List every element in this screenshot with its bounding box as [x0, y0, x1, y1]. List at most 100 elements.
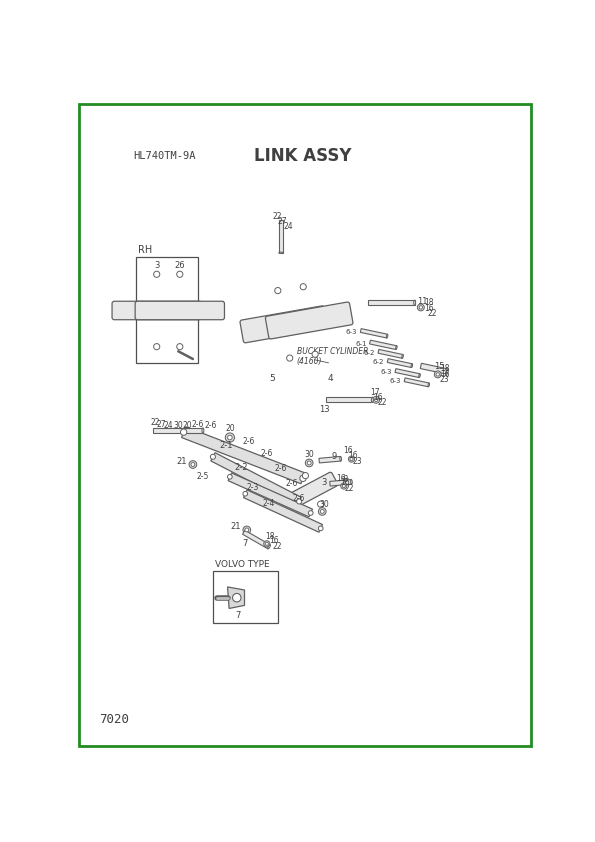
Polygon shape	[330, 480, 352, 486]
Circle shape	[297, 499, 302, 504]
Ellipse shape	[402, 354, 403, 359]
Text: 23: 23	[352, 457, 362, 466]
Text: 6-3: 6-3	[346, 329, 357, 335]
Circle shape	[243, 492, 248, 496]
Polygon shape	[319, 456, 341, 463]
Text: 8: 8	[343, 476, 348, 484]
Circle shape	[180, 429, 187, 435]
FancyBboxPatch shape	[135, 301, 224, 320]
Circle shape	[233, 594, 241, 602]
Circle shape	[349, 456, 355, 462]
FancyBboxPatch shape	[240, 306, 327, 343]
Polygon shape	[420, 363, 448, 374]
Circle shape	[341, 483, 347, 489]
Text: 2-3: 2-3	[247, 483, 259, 492]
Text: 22: 22	[273, 212, 283, 221]
Text: 18: 18	[424, 298, 433, 307]
Ellipse shape	[350, 480, 352, 484]
Circle shape	[177, 344, 183, 349]
Text: 16: 16	[424, 304, 433, 312]
Text: 3: 3	[321, 478, 327, 488]
Circle shape	[300, 475, 306, 482]
Circle shape	[226, 433, 234, 442]
Polygon shape	[243, 490, 322, 532]
Text: 7: 7	[243, 539, 248, 547]
Circle shape	[308, 510, 313, 515]
Text: 20: 20	[225, 424, 234, 433]
Circle shape	[302, 472, 309, 479]
Ellipse shape	[446, 369, 448, 374]
Text: 22: 22	[428, 309, 437, 318]
Text: 22: 22	[151, 418, 160, 427]
Text: 3: 3	[154, 261, 159, 270]
Text: 16: 16	[336, 474, 346, 482]
Text: 6-1: 6-1	[355, 341, 367, 347]
Circle shape	[305, 459, 313, 466]
Text: VOLVO TYPE: VOLVO TYPE	[215, 560, 270, 569]
Text: 2-2: 2-2	[234, 463, 248, 472]
Text: 17: 17	[370, 387, 380, 397]
Text: 2-1: 2-1	[220, 441, 233, 450]
Ellipse shape	[414, 300, 415, 306]
Text: 11: 11	[417, 296, 428, 306]
Text: HL740TM-9A: HL740TM-9A	[134, 152, 196, 162]
Circle shape	[191, 462, 195, 466]
Circle shape	[342, 484, 345, 488]
Text: 21: 21	[177, 457, 187, 466]
Polygon shape	[227, 587, 245, 609]
Circle shape	[227, 435, 232, 440]
Text: 7020: 7020	[99, 713, 129, 726]
Text: 2-4: 2-4	[262, 499, 274, 509]
Text: 22: 22	[273, 541, 283, 551]
Text: 30: 30	[173, 421, 183, 429]
Text: 15: 15	[434, 362, 444, 371]
Polygon shape	[387, 359, 412, 368]
Text: 23: 23	[440, 376, 449, 384]
Text: 27: 27	[277, 217, 287, 226]
Ellipse shape	[371, 397, 373, 402]
Circle shape	[419, 306, 422, 309]
Polygon shape	[228, 473, 312, 517]
Text: 22: 22	[378, 398, 387, 408]
Circle shape	[177, 271, 183, 277]
Text: 6-2: 6-2	[364, 349, 375, 356]
Text: 22: 22	[345, 484, 354, 493]
Text: 18: 18	[265, 531, 275, 541]
FancyBboxPatch shape	[265, 302, 353, 339]
Text: 16: 16	[340, 478, 350, 488]
Text: 16: 16	[269, 536, 278, 546]
Text: 24: 24	[284, 222, 293, 231]
Circle shape	[318, 501, 324, 507]
Text: 30: 30	[304, 450, 314, 459]
Circle shape	[265, 542, 268, 546]
Text: 2-6: 2-6	[274, 464, 287, 473]
Circle shape	[312, 351, 318, 357]
Text: 13: 13	[320, 404, 330, 413]
Circle shape	[189, 461, 197, 468]
Polygon shape	[369, 340, 397, 349]
Circle shape	[434, 371, 441, 378]
Circle shape	[243, 526, 250, 534]
Text: 7: 7	[235, 611, 240, 620]
Text: 6-3: 6-3	[390, 378, 401, 384]
Text: 2-6: 2-6	[261, 449, 273, 458]
FancyBboxPatch shape	[289, 472, 338, 508]
Circle shape	[227, 475, 232, 479]
Polygon shape	[211, 453, 301, 505]
Text: 6-2: 6-2	[373, 359, 384, 365]
Circle shape	[245, 528, 249, 532]
Text: 2-5: 2-5	[197, 472, 209, 481]
FancyBboxPatch shape	[112, 301, 201, 320]
Polygon shape	[153, 428, 203, 434]
Text: BUCKET CYLINDER
(4160): BUCKET CYLINDER (4160)	[297, 347, 368, 366]
Circle shape	[417, 304, 424, 311]
Circle shape	[300, 284, 306, 290]
Circle shape	[374, 398, 378, 402]
Circle shape	[307, 461, 311, 465]
Circle shape	[320, 509, 324, 514]
Text: 2-6: 2-6	[205, 421, 217, 429]
Polygon shape	[378, 349, 403, 359]
Text: 6-3: 6-3	[380, 369, 392, 375]
Text: 18: 18	[440, 365, 449, 374]
Text: 9: 9	[332, 452, 337, 461]
